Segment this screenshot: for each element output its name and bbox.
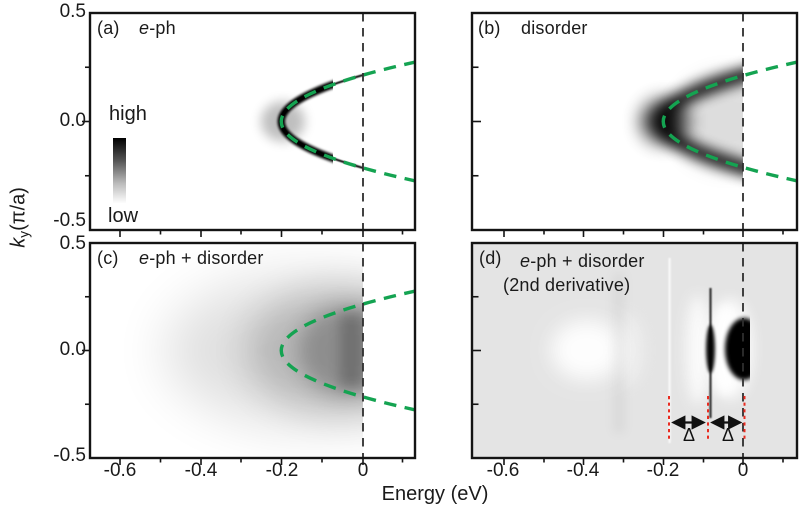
- panel-c-title-rest: -ph + disorder: [149, 248, 264, 268]
- y-axis-label-rest: (π/a): [7, 187, 30, 231]
- x-axis-label: Energy (eV): [381, 483, 489, 505]
- panel-c-title: e-ph + disorder: [139, 248, 264, 269]
- panel-a-background: [90, 13, 415, 230]
- panel-d-title-line2: (2nd derivative): [503, 275, 631, 295]
- x-tick-label: -0.4: [566, 460, 600, 481]
- colorbar: [113, 138, 126, 203]
- y-tick-label: -0.5: [53, 445, 86, 466]
- x-tick-label: 0: [357, 460, 369, 481]
- panel-b-background: [472, 13, 797, 230]
- panel-b-title: disorder: [521, 18, 588, 38]
- panel-d: [470, 241, 799, 465]
- y-tick-label: 0.5: [59, 233, 86, 254]
- y-tick-label: 0.0: [59, 110, 86, 131]
- panel-c-title-e: e: [139, 248, 150, 268]
- panel-a-tag: (a): [97, 18, 120, 38]
- panel-d-title: e-ph + disorder (2nd derivative): [503, 249, 645, 297]
- panel-d-axis-ticks: [472, 295, 784, 465]
- panel-a: [82, 11, 417, 237]
- panel-a-axis-ticks: [82, 66, 404, 237]
- colorbar-low-label: low: [108, 205, 139, 227]
- panel-d-title-e: e: [520, 251, 531, 271]
- y-axis-label-k: k: [7, 237, 30, 248]
- panel-b-axis-ticks: [472, 66, 784, 237]
- panel-c-canvas: [82, 241, 417, 465]
- x-tick-label: 0: [737, 460, 749, 481]
- panel-a-canvas: [82, 11, 417, 237]
- panel-d-tag: (d): [479, 248, 502, 268]
- y-tick-label: -0.5: [53, 210, 86, 231]
- x-tick-label: -0.6: [486, 460, 520, 481]
- panel-c: [82, 241, 417, 465]
- y-axis-label-sub: y: [16, 230, 32, 238]
- x-tick-label: -0.4: [184, 460, 218, 481]
- x-tick-label: -0.2: [265, 460, 299, 481]
- panel-a-bare-band-overlay: [279, 60, 415, 183]
- panel-b-canvas: [470, 11, 799, 237]
- y-tick-label: 0.5: [59, 1, 86, 22]
- panel-d-title-rest: -ph + disorder: [530, 251, 645, 271]
- panel-a-title-rest: -ph: [149, 18, 176, 38]
- x-tick-label: -0.2: [646, 460, 680, 481]
- panel-d-red-marker-lines: [668, 396, 746, 440]
- y-axis-label: ky(π/a): [8, 152, 33, 282]
- panel-b-bare-band-overlay: [661, 60, 797, 183]
- panel-d-canvas: [470, 241, 799, 465]
- panel-b-tag: (b): [478, 18, 501, 38]
- panel-a-title: e-ph: [139, 18, 176, 39]
- colorbar-high-label: high: [109, 103, 147, 125]
- delta-label-2: Δ: [721, 425, 735, 445]
- x-tick-label: -0.6: [103, 460, 137, 481]
- panel-c-axis-ticks: [82, 295, 404, 465]
- panel-c-spectral-weight: [165, 272, 363, 429]
- panel-d-second-derivative-features: [551, 258, 752, 443]
- panel-b: [470, 11, 799, 237]
- y-tick-label: 0.0: [59, 339, 86, 360]
- panel-c-tag: (c): [97, 248, 119, 268]
- panel-c-bare-band-overlay: [279, 289, 415, 412]
- panel-a-title-e: e: [139, 18, 150, 38]
- delta-label-1: Δ: [682, 425, 696, 445]
